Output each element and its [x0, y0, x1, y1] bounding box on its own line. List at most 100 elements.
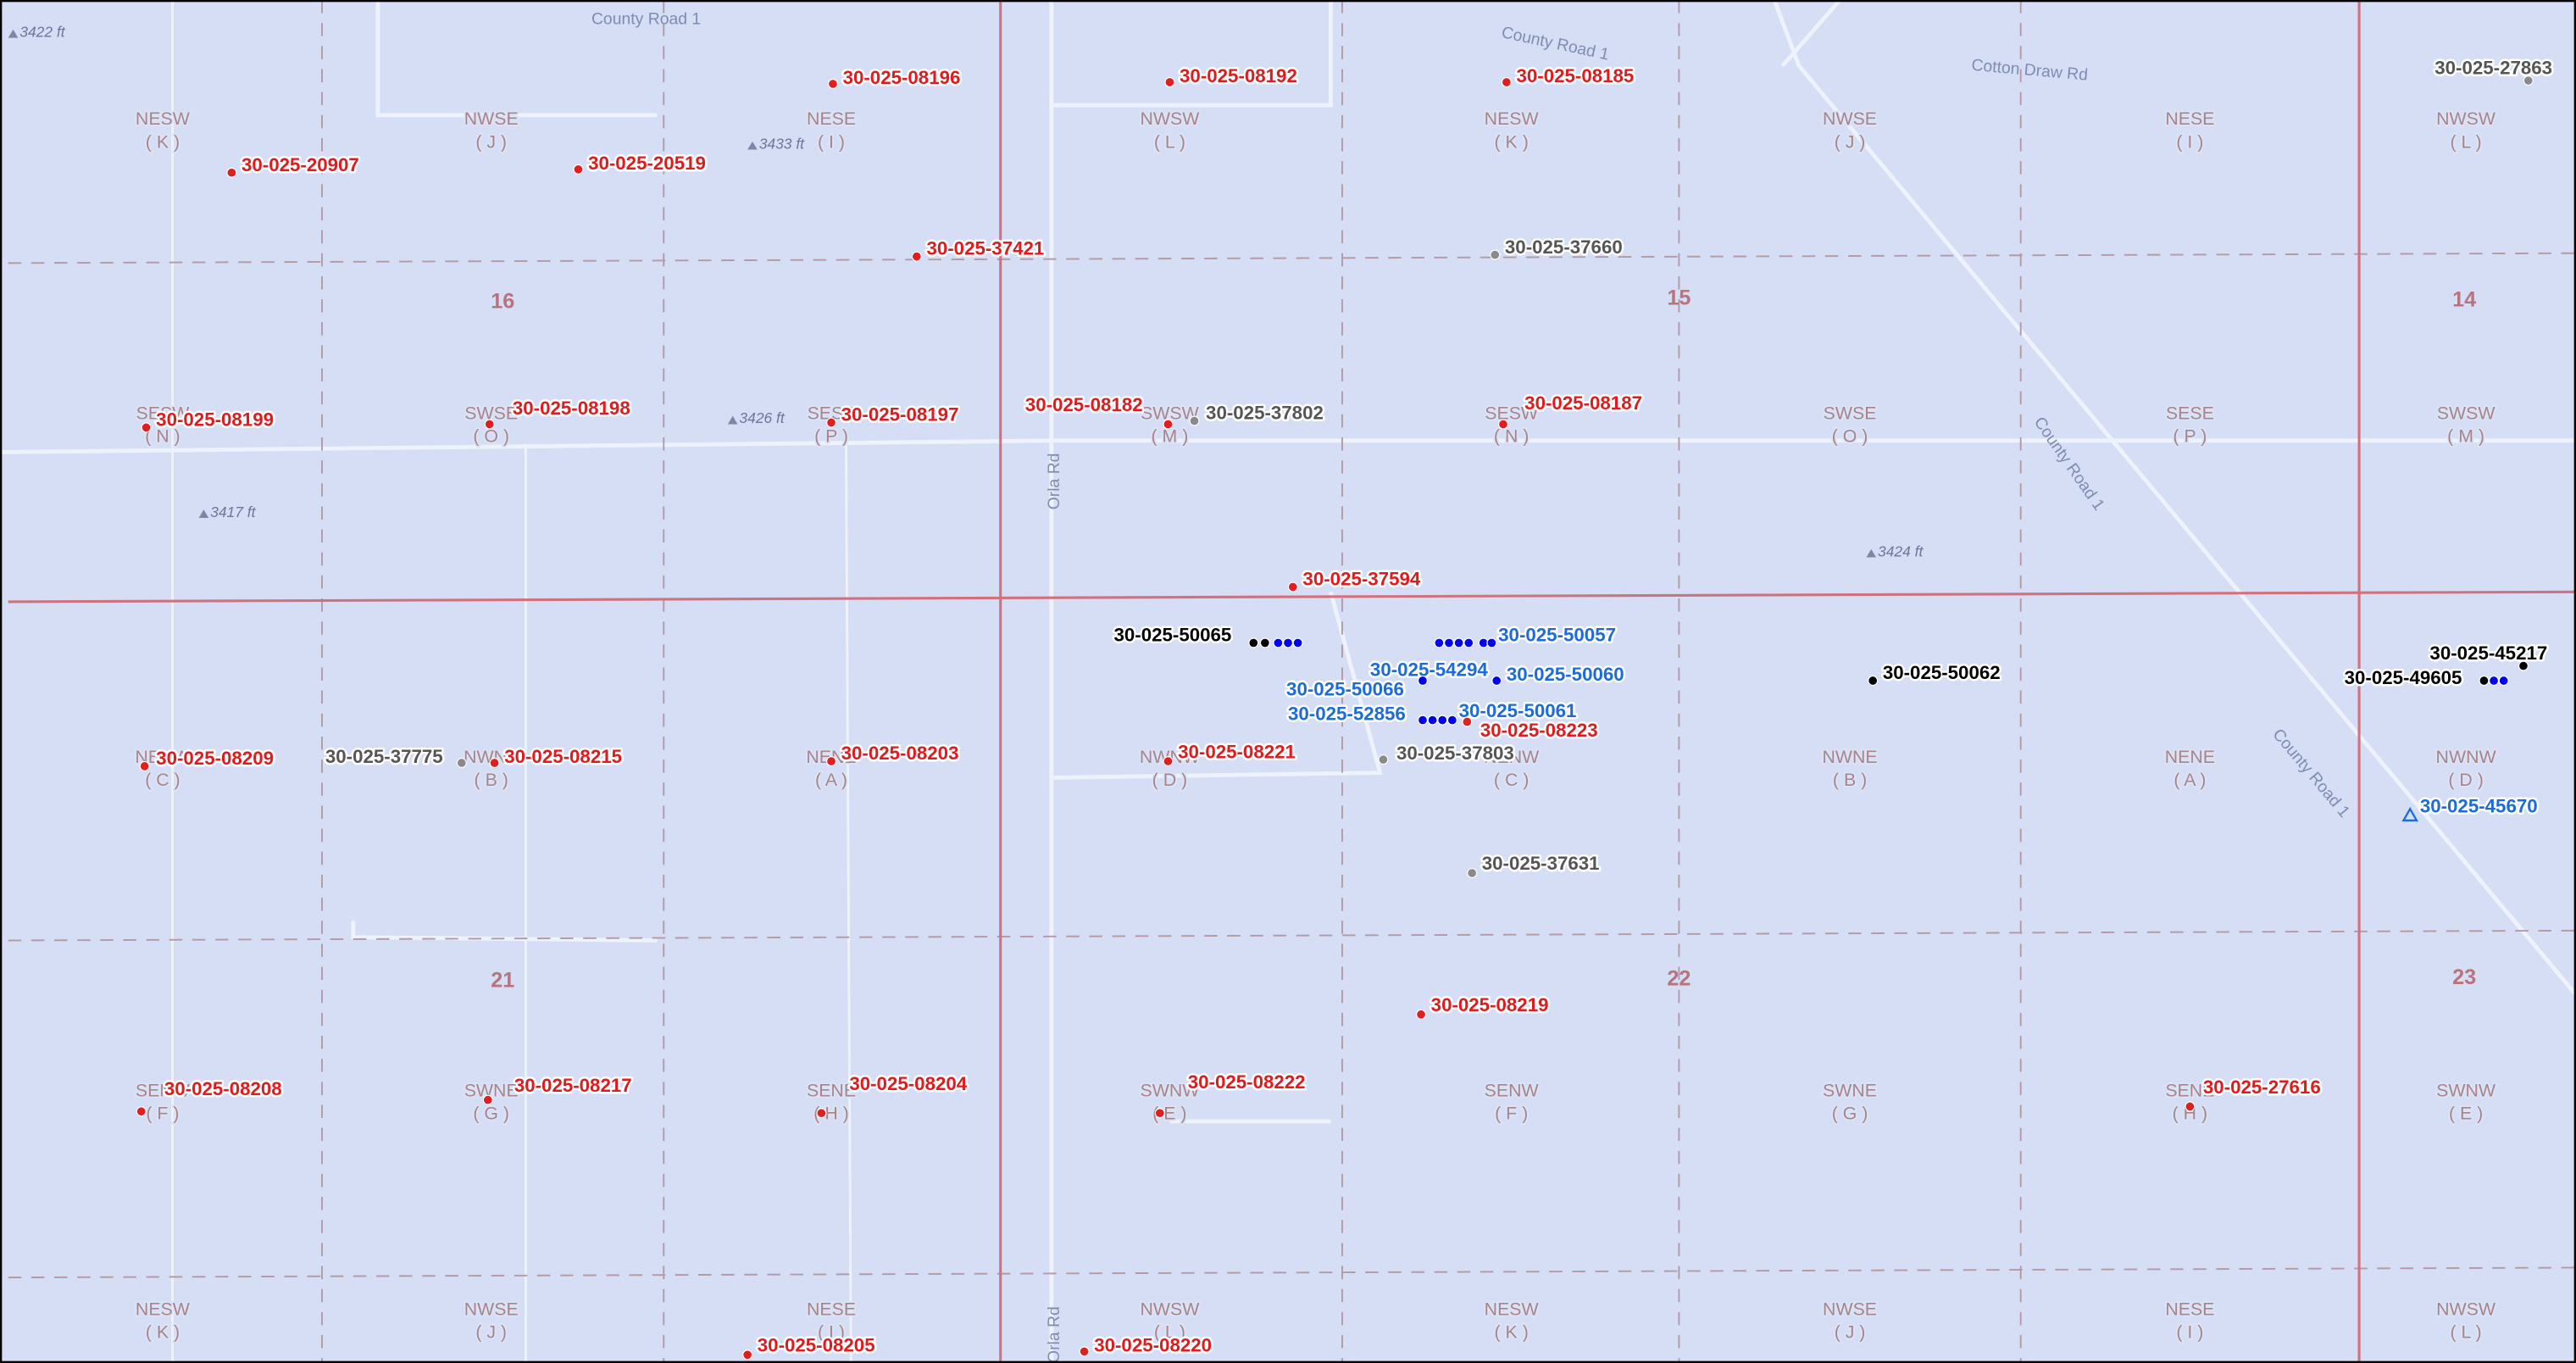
well-symbol	[743, 1350, 752, 1360]
well-label: 30-025-08203	[841, 743, 959, 764]
section-number: 15	[1667, 287, 1690, 310]
qq-letter: ( K )	[1495, 1322, 1529, 1343]
qq-code: NESE	[2165, 108, 2214, 129]
well-symbol	[2479, 676, 2489, 686]
qq-code: SWSW	[2437, 403, 2496, 423]
well-label: 30-025-08196	[843, 67, 961, 88]
well-label: 30-025-08197	[841, 404, 959, 426]
well-symbol	[1274, 638, 1283, 648]
well-label: 30-025-49605	[2345, 667, 2462, 688]
qq-letter: ( L )	[2451, 1322, 2482, 1343]
qq-code: NESW	[1485, 1299, 1540, 1320]
elevation-label: 3433 ft	[759, 135, 805, 152]
well-symbol	[1163, 757, 1173, 766]
well-symbol	[2185, 1102, 2195, 1111]
well-label: 30-025-37803	[1396, 743, 1514, 764]
qq-code: NWSW	[2436, 1299, 2496, 1320]
road-label: County Road 1	[591, 9, 701, 28]
well-label: 30-025-08215	[504, 746, 622, 767]
well-label: 30-025-50060	[1507, 664, 1624, 685]
well-label: 30-025-45670	[2420, 795, 2538, 816]
well-label: 30-025-08204	[849, 1073, 967, 1094]
well-label: 30-025-08185	[1516, 65, 1634, 86]
well-label: 30-025-08205	[758, 1334, 875, 1355]
well-label: 30-025-08182	[1025, 394, 1143, 415]
qq-letter: ( F )	[146, 1104, 179, 1124]
qq-code: NWSE	[1823, 1299, 1877, 1320]
elevation-label: 3424 ft	[1878, 542, 1924, 559]
qq-code: NWSE	[1823, 108, 1877, 129]
well-label: 30-025-20519	[588, 153, 706, 174]
qq-letter: ( J )	[475, 131, 507, 152]
well-label: 30-025-37594	[1302, 569, 1420, 590]
qq-letter: ( K )	[146, 1322, 180, 1343]
well-label: 30-025-37802	[1206, 403, 1324, 424]
well-symbol	[1447, 715, 1457, 725]
qq-code: SWNW	[2436, 1081, 2496, 1101]
well-label: 30-025-27616	[2203, 1076, 2321, 1098]
well-symbol	[1438, 715, 1447, 725]
well-label: 30-025-50066	[1286, 679, 1404, 700]
qq-code: SWNE	[1823, 1081, 1877, 1101]
well-label: 30-025-37631	[1482, 853, 1600, 874]
qq-letter: ( J )	[475, 1322, 507, 1343]
well-label: 30-025-08199	[156, 409, 274, 430]
section-number: 16	[491, 290, 514, 314]
qq-letter: ( N )	[1494, 426, 1529, 447]
well-symbol	[490, 759, 499, 768]
qq-letter: ( F )	[1495, 1104, 1528, 1124]
well-label: 30-025-27863	[2434, 57, 2552, 78]
qq-letter: ( J )	[1835, 1322, 1866, 1343]
qq-letter: ( O )	[1832, 426, 1868, 447]
qq-code: SENW	[1485, 1081, 1540, 1101]
elevation-label: 3426 ft	[739, 409, 785, 426]
well-symbol	[485, 420, 494, 429]
elevation-label: 3422 ft	[19, 23, 65, 40]
road-label: Orla Rd	[1045, 453, 1063, 510]
well-symbol	[1288, 582, 1297, 592]
qq-letter: ( E )	[2449, 1104, 2483, 1124]
well-symbol	[817, 1109, 826, 1118]
qq-code: NWSE	[464, 108, 519, 129]
page: Well map html, body { margin: 0; padding…	[0, 0, 2576, 1363]
qq-code: NESE	[807, 108, 856, 129]
well-symbol	[1163, 420, 1173, 429]
well-symbol	[574, 164, 583, 174]
qq-code: NESE	[807, 1299, 856, 1320]
well-label: 30-025-08217	[514, 1075, 632, 1096]
section-number: 23	[2452, 965, 2476, 989]
well-symbol	[483, 1095, 492, 1104]
qq-code: SWSE	[1824, 403, 1877, 423]
well-symbol	[136, 1107, 146, 1116]
qq-code: NESE	[2165, 1299, 2214, 1320]
qq-code: NWSW	[1140, 1299, 1200, 1320]
qq-letter: ( G )	[1832, 1104, 1868, 1124]
well-symbol	[1468, 869, 1477, 878]
well-symbol	[829, 79, 838, 88]
qq-code: NESW	[136, 108, 191, 129]
qq-letter: ( C )	[145, 770, 180, 790]
qq-code: NESW	[1485, 108, 1540, 129]
well-symbol	[1492, 676, 1502, 686]
qq-letter: ( K )	[146, 131, 180, 152]
qq-letter: ( K )	[1495, 131, 1529, 152]
well-symbol	[1499, 420, 1508, 429]
well-label: 30-025-54294	[1370, 659, 1488, 680]
well-label: 30-025-37660	[1505, 236, 1623, 258]
qq-letter: ( A )	[2174, 770, 2206, 790]
well-symbol	[1155, 1109, 1164, 1118]
section-number: 14	[2452, 288, 2476, 312]
well-label: 30-025-08220	[1094, 1334, 1212, 1355]
well-label: 30-025-50057	[1498, 625, 1616, 646]
well-label: 30-025-08208	[164, 1078, 282, 1099]
well-symbol	[1260, 638, 1269, 648]
qq-code: NWNW	[2436, 747, 2497, 767]
qq-letter: ( L )	[1154, 131, 1185, 152]
well-symbol	[1428, 715, 1437, 725]
well-label: 30-025-45217	[2429, 643, 2547, 664]
well-symbol	[1080, 1347, 1089, 1356]
qq-code: NENE	[2165, 747, 2215, 767]
well-symbol	[912, 252, 921, 261]
well-label: 30-025-37421	[926, 238, 1044, 259]
qq-code: NESW	[136, 1299, 191, 1320]
